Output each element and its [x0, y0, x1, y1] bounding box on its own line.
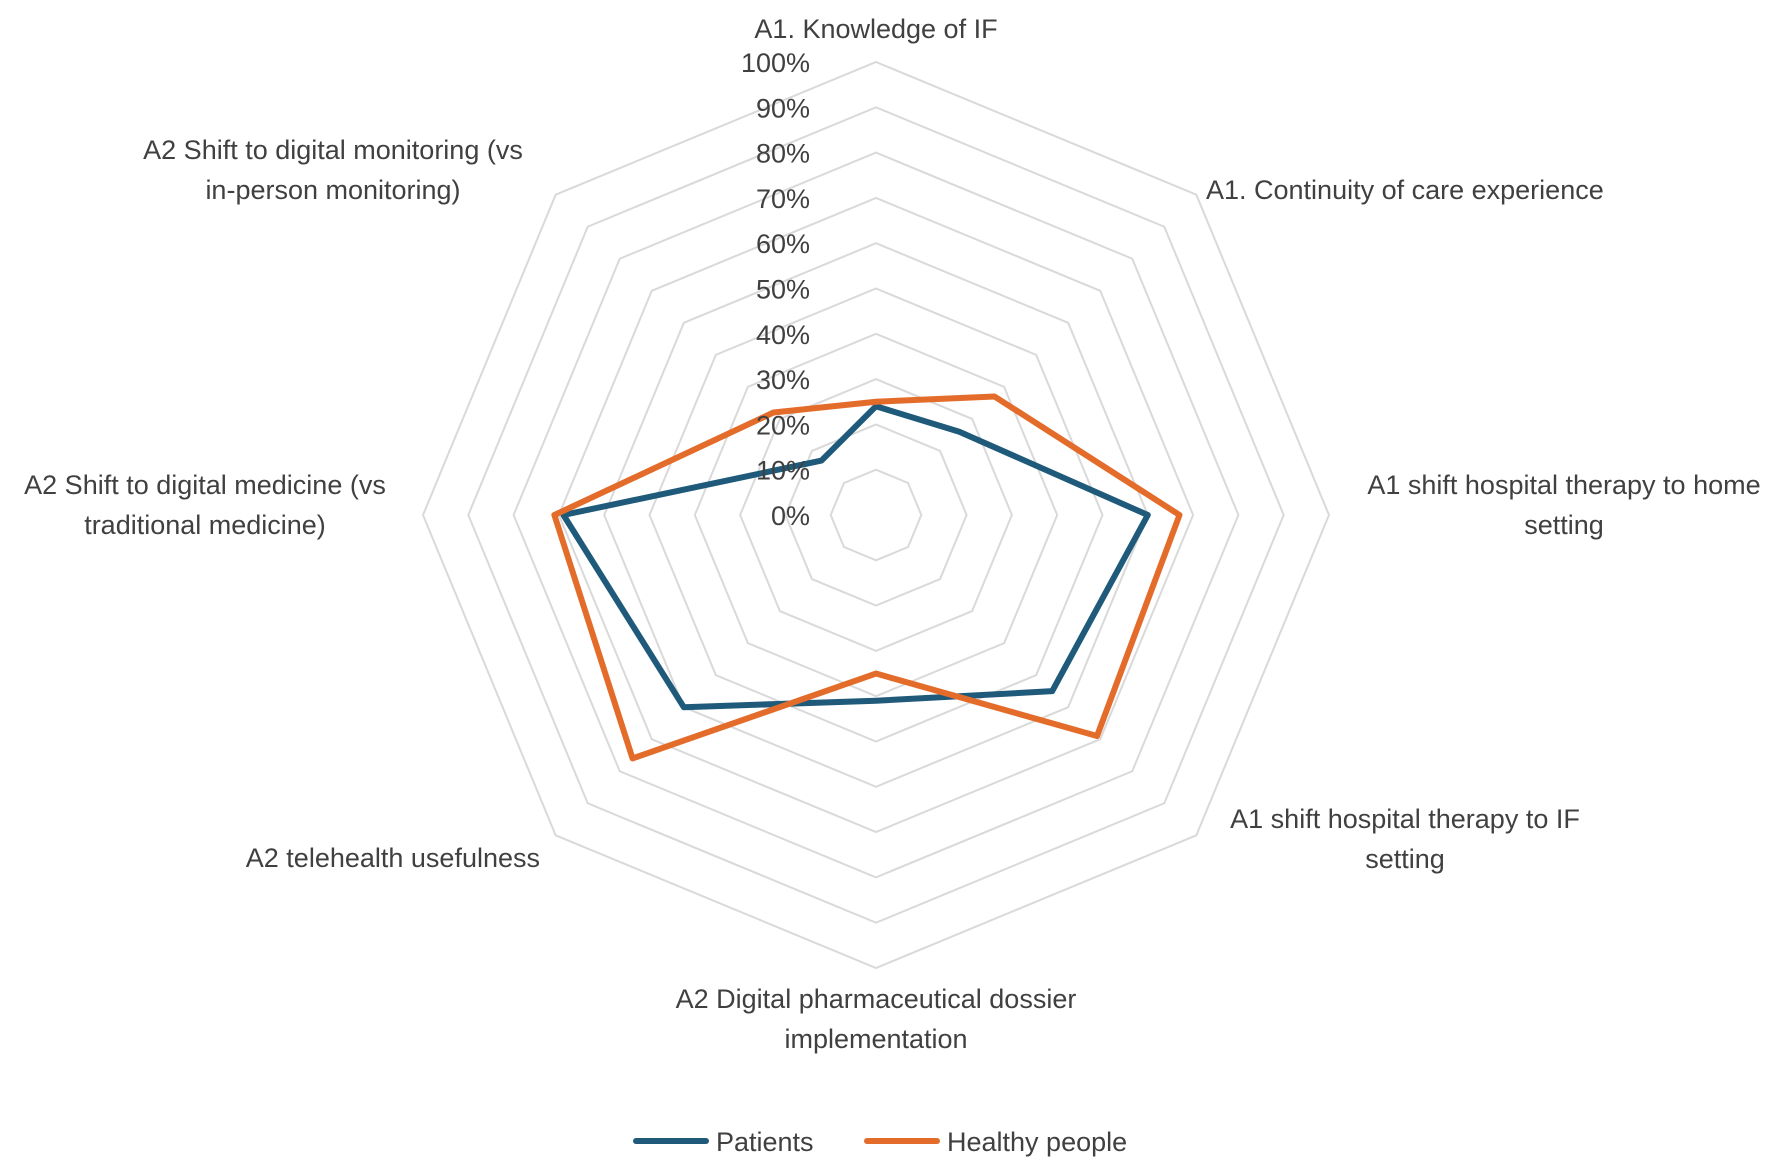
tick-label: 50% [756, 275, 810, 305]
grid-ring [784, 423, 968, 607]
tick-label: 10% [756, 456, 810, 486]
grid-ring [693, 332, 1059, 698]
series-line [560, 403, 1151, 711]
radar-series [551, 393, 1183, 762]
category-labels: A1. Knowledge of IF A1. Continuity of car… [24, 14, 1760, 1054]
category-label: A1 shift hospital therapy to IF setting [1230, 804, 1580, 874]
tick-label: 20% [756, 410, 810, 440]
grid-ring [648, 287, 1104, 743]
category-label: A2 Shift to digital medicine (vs traditio… [24, 470, 386, 540]
legend-label: Patients [716, 1127, 814, 1157]
category-label: A1 shift hospital therapy to home setting [1367, 470, 1760, 540]
series-line [551, 393, 1183, 762]
tick-label: 70% [756, 184, 810, 214]
grid-ring [739, 378, 1013, 652]
category-label: A2 Digital pharmaceutical dossier impleme… [676, 984, 1077, 1054]
tick-label: 40% [756, 320, 810, 350]
grid-ring [512, 151, 1240, 879]
radar-grid [421, 60, 1331, 970]
grid-ring [467, 106, 1285, 924]
grid-ring [557, 196, 1195, 834]
legend-label: Healthy people [947, 1127, 1127, 1157]
tick-label: 100% [741, 48, 810, 78]
tick-label: 0% [771, 501, 810, 531]
category-label: A2 telehealth usefulness [246, 843, 540, 873]
radial-axis-ticks: 0% 10% 20% 30% 40% 50% 60% 70% 80% 90% 100% [741, 48, 810, 531]
category-label: A2 Shift to digital monitoring (vs in-per… [143, 135, 523, 205]
tick-label: 90% [756, 93, 810, 123]
chart-legend: Patients Healthy people [633, 1127, 1127, 1157]
grid-ring [603, 242, 1149, 788]
category-label: A1. Continuity of care experience [1206, 175, 1604, 205]
tick-label: 80% [756, 139, 810, 169]
grid-ring [829, 468, 923, 562]
category-label: A1. Knowledge of IF [754, 14, 997, 44]
tick-label: 30% [756, 365, 810, 395]
grid-ring [421, 60, 1331, 970]
tick-label: 60% [756, 229, 810, 259]
